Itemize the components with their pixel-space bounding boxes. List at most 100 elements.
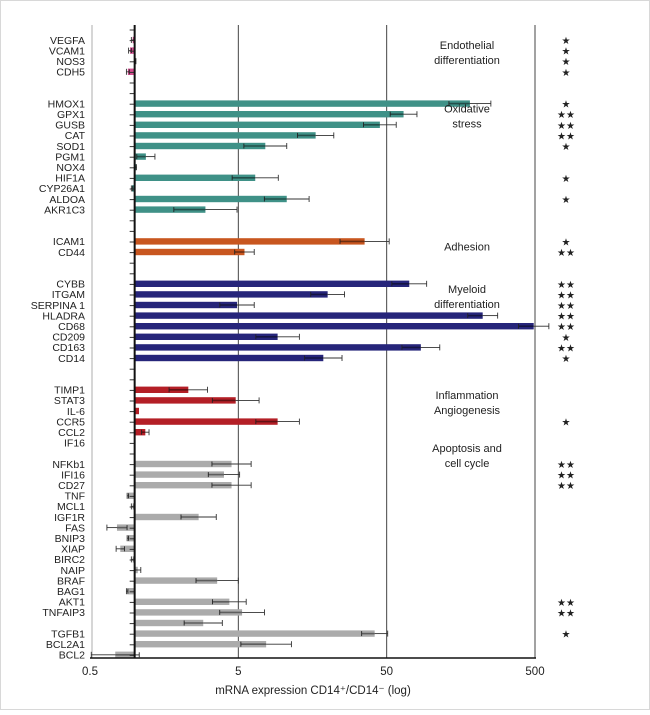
- bar: [134, 630, 375, 637]
- gene-label: IF16: [64, 438, 85, 450]
- bar: [134, 312, 483, 319]
- bar: [134, 333, 278, 340]
- group-label: Endothelial: [440, 40, 494, 52]
- significance-stars: ★: [562, 68, 571, 79]
- bar: [134, 291, 328, 298]
- group-label: cell cycle: [445, 458, 490, 470]
- bar: [134, 471, 224, 478]
- gene-label: TIMP1: [54, 385, 85, 397]
- gene-label: CCL2: [58, 427, 85, 439]
- x-tick-label: 500: [525, 666, 544, 678]
- significance-stars: ★★: [557, 608, 575, 619]
- bar: [134, 195, 287, 203]
- significance-stars: ★: [562, 418, 571, 429]
- group-label: Adhesion: [444, 241, 490, 253]
- gene-label: CD209: [52, 332, 85, 344]
- gene-label: BCL2A1: [46, 639, 85, 651]
- gene-label: BIRC2: [54, 554, 85, 566]
- gene-label: AKT1: [59, 597, 85, 609]
- bar: [134, 238, 365, 245]
- gene-label: CD68: [58, 321, 85, 333]
- gene-label: CYBB: [56, 279, 85, 291]
- gene-label: BCL2: [59, 650, 85, 662]
- gene-label: STAT3: [54, 395, 85, 407]
- group-label: Oxidative: [444, 104, 490, 116]
- significance-stars: ★: [562, 195, 571, 206]
- gene-label: BRAF: [57, 575, 85, 587]
- gene-label: IL-6: [67, 406, 85, 418]
- gene-label: NFKb1: [52, 459, 85, 471]
- bar: [134, 100, 470, 107]
- bar: [134, 142, 266, 150]
- group-label: Inflammation: [436, 390, 499, 402]
- significance-stars: ★: [562, 100, 571, 111]
- bar: [116, 524, 135, 531]
- bar: [134, 111, 404, 118]
- bar: [134, 418, 278, 425]
- significance-stars: ★: [562, 174, 571, 185]
- gene-label: CAT: [65, 130, 86, 142]
- bar: [134, 323, 534, 330]
- bar: [134, 429, 146, 436]
- significance-stars: ★★: [557, 280, 575, 291]
- significance-stars: ★: [562, 142, 571, 153]
- bar: [127, 492, 135, 499]
- gene-label: NOX4: [56, 162, 85, 174]
- bar: [134, 386, 189, 393]
- gene-label: NOS3: [56, 56, 85, 68]
- group-label: Apoptosis and: [432, 443, 502, 455]
- x-tick-label: 0.5: [82, 666, 98, 678]
- bar: [134, 460, 232, 468]
- significance-stars: ★★: [557, 290, 575, 301]
- group-label: differentiation: [434, 299, 500, 311]
- bar: [134, 301, 238, 309]
- bar: [134, 121, 380, 128]
- significance-stars: ★★: [557, 110, 575, 121]
- gene-label: HIF1A: [55, 173, 85, 185]
- significance-stars: ★: [562, 333, 571, 344]
- gene-label: CD44: [58, 247, 85, 259]
- bar: [134, 153, 146, 160]
- bar: [132, 185, 135, 192]
- bar: [120, 545, 135, 552]
- bar: [134, 513, 199, 521]
- significance-stars: ★: [562, 630, 571, 641]
- x-tick-label: 50: [380, 666, 393, 678]
- gene-label: ALDOA: [49, 194, 85, 206]
- gene-label: XIAP: [61, 544, 85, 556]
- significance-stars: ★: [562, 57, 571, 68]
- gene-label: VEGFA: [50, 35, 85, 47]
- gene-label: BNIP3: [55, 533, 86, 545]
- x-tick-label: 5: [235, 666, 241, 678]
- bar: [134, 482, 232, 489]
- significance-stars: ★★: [557, 481, 575, 492]
- bar: [134, 598, 230, 605]
- gene-label: ICAM1: [53, 236, 85, 248]
- group-label: differentiation: [434, 55, 500, 67]
- gene-label: SOD1: [56, 141, 85, 153]
- bar: [134, 397, 236, 404]
- bar: [134, 206, 206, 213]
- gene-label: NAIP: [60, 565, 85, 577]
- gene-label: CD163: [52, 342, 85, 354]
- gene-label: PGM1: [55, 151, 85, 163]
- significance-stars: ★★: [557, 471, 575, 482]
- significance-stars: ★★: [557, 248, 575, 259]
- gene-label: CD14: [58, 353, 85, 365]
- gene-label: CDH5: [56, 67, 85, 79]
- gene-label: GUSB: [55, 120, 85, 132]
- bar: [134, 280, 410, 287]
- gene-label: CYP26A1: [39, 183, 85, 195]
- gene-label: TGFB1: [51, 628, 85, 640]
- significance-stars: ★★: [557, 121, 575, 132]
- significance-stars: ★: [562, 354, 571, 365]
- significance-stars: ★★: [557, 322, 575, 333]
- gene-label: GPX1: [57, 109, 85, 121]
- group-label: Myeloid: [448, 284, 486, 296]
- significance-stars: ★★: [557, 343, 575, 354]
- gene-label: ITGAM: [52, 289, 85, 301]
- gene-label: TNF: [65, 491, 85, 503]
- significance-stars: ★★: [557, 598, 575, 609]
- x-axis-title: mRNA expression CD14⁺/CD14⁻ (log): [215, 685, 411, 697]
